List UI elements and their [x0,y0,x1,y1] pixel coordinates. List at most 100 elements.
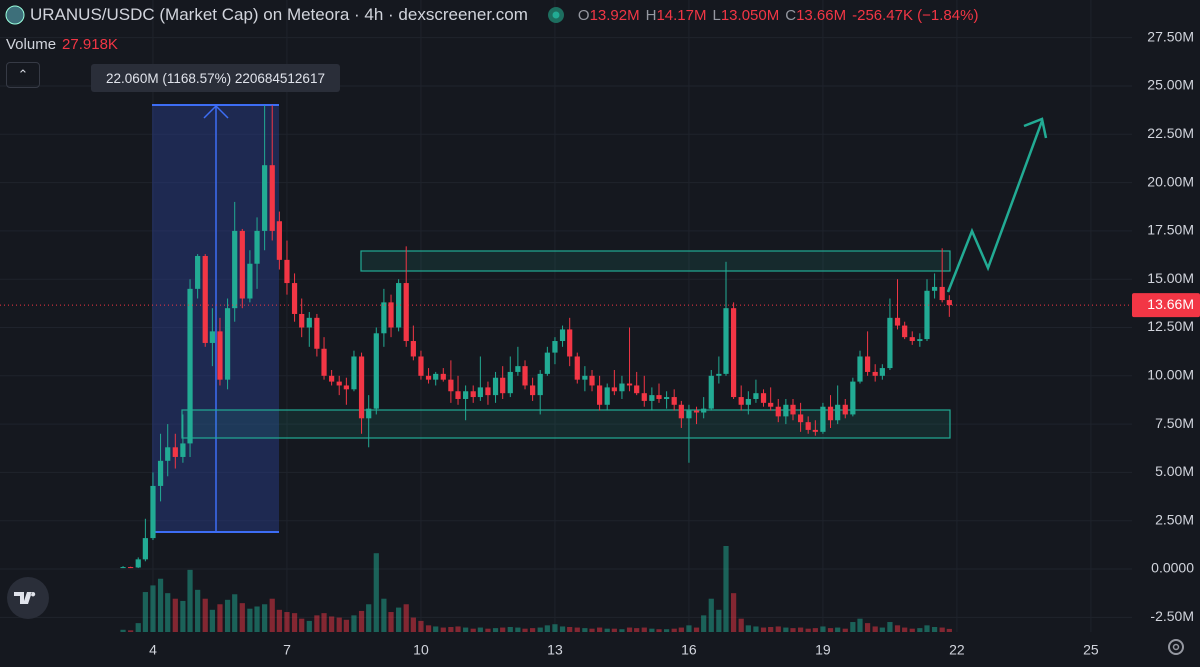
candle-body [857,356,863,382]
candle-body [128,567,134,569]
volume-bar [381,598,387,632]
candle-body [209,331,215,343]
projection-arrowhead [1023,117,1048,139]
settings-icon-center [1172,643,1180,651]
collapse-button[interactable]: ⌃ [6,62,40,88]
candle-body [671,397,677,405]
candle-body [343,385,349,390]
volume-bar [939,627,945,632]
volume-bar [872,626,878,632]
candle-body [544,352,550,374]
token-icon [5,5,25,25]
volume-bar [477,627,483,632]
candle-body [641,393,647,401]
candle-body [768,402,774,407]
volume-label: Volume [6,36,57,53]
candle-body [373,333,379,409]
candle-body [574,356,580,380]
y-tick-label: 5.00M [1155,463,1194,479]
candle-body [760,393,767,403]
volume-bar [343,619,349,632]
y-tick-label: 0.0000 [1151,560,1194,576]
y-tick-label: 27.50M [1147,28,1194,44]
candle-body [783,404,789,417]
volume-bar [753,626,759,632]
candle-body [649,395,655,401]
candle-body [931,286,938,291]
volume-bar [611,628,617,632]
ohlc-value: 14.17M [656,7,707,24]
x-tick-label: 16 [681,642,697,658]
volume-bar [448,627,454,632]
volume-bar [403,604,409,632]
candle-body [321,348,327,376]
candle-body [470,391,476,398]
candle-body [425,375,432,380]
volume-bar [172,598,178,632]
volume-bar [284,612,290,632]
axes: 27.50M 25.00M 22.50M 20.00M 17.50M 15.00M 12.5… [149,28,1200,658]
volume-bar [410,617,416,632]
candle-body [276,221,282,260]
candle-body [797,414,804,423]
volume-bar [850,622,856,632]
y-tick-label: 12.50M [1147,318,1194,334]
candle-body [626,383,633,386]
volume-bar [924,625,930,632]
candle-body [157,460,164,486]
volume-bar [247,608,253,632]
candle-body [247,263,253,299]
candle-body [753,393,759,399]
volume-bar [336,617,342,632]
volume-bar [135,623,141,632]
candle-body [812,429,818,432]
volume-bar [485,628,491,632]
candle-body [619,383,625,392]
candle-body [693,410,700,413]
candle-body [477,387,483,398]
volume-bar [142,592,148,632]
volume-bar [663,629,670,632]
volume-bar [946,628,952,632]
candle-body [775,406,781,417]
settings-icon[interactable] [1168,639,1184,655]
y-tick-label: 17.50M [1147,222,1194,238]
volume-bar [894,625,901,632]
volume-bar [708,598,714,632]
candle-body [842,404,848,415]
volume-bar [500,627,506,632]
volume-bar [515,627,521,632]
visibility-toggle[interactable] [546,5,566,25]
candle-body [262,165,268,231]
candle-body [299,313,305,328]
volume-bar [820,626,826,632]
candle-body [559,329,566,342]
candle-body [202,256,208,343]
volume-bar [470,628,476,632]
volume-bar [276,609,282,632]
chart-title: URANUS/USDC (Market Cap) on Meteora · 4h… [30,5,528,24]
y-tick-label: 15.00M [1147,270,1194,286]
volume-bar [745,625,751,632]
candle-body [827,406,834,421]
volume-bar [656,629,662,632]
volume-bar [738,618,744,632]
candle-body [239,230,245,299]
candle-body [135,559,141,568]
candle-body [730,308,737,398]
volume-bar [716,609,722,632]
candle-body [634,385,640,394]
volume-bar [887,622,893,632]
volume-bar [373,553,379,632]
candle-body [567,329,573,357]
header: URANUS/USDC (Market Cap) on Meteora · 4h… [0,4,978,26]
volume-bar [299,618,305,632]
volume-bar [232,594,238,632]
volume-bar [790,628,796,632]
volume-bar [879,627,885,632]
volume-bar [723,546,729,632]
candle-body [530,385,536,396]
candle-body [745,398,751,405]
candle-body [946,300,952,306]
